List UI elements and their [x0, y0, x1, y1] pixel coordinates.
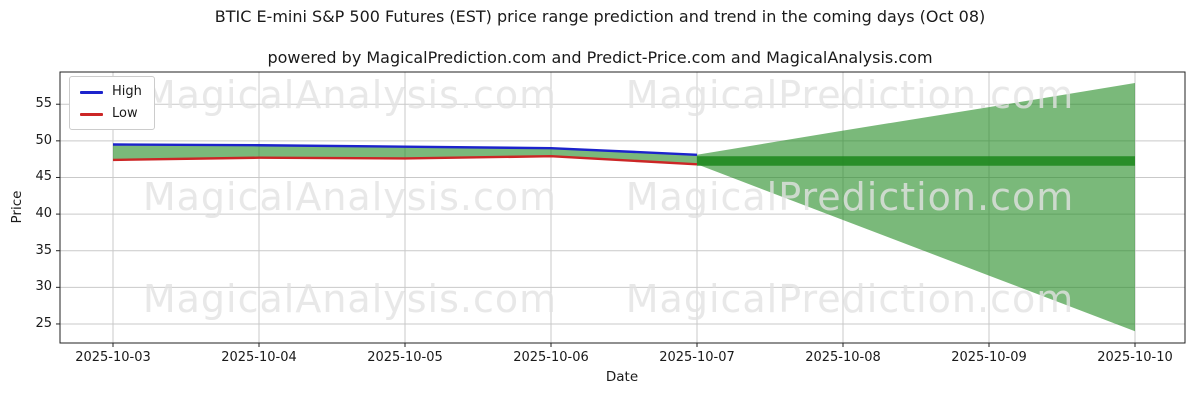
chart-title: BTIC E-mini S&P 500 Futures (EST) price … — [214, 7, 986, 26]
watermark-text: MagicalAnalysis.com — [142, 277, 558, 321]
high-line — [112, 143, 698, 156]
watermark-text: MagicalPrediction.com — [625, 277, 1075, 321]
y-axis-label: Price — [9, 190, 25, 224]
y-tick-label: 25 — [35, 315, 52, 331]
y-tick-label: 35 — [35, 242, 52, 258]
forecast-fan — [697, 82, 1135, 332]
legend: High Low — [69, 76, 155, 130]
low-line — [112, 155, 698, 166]
x-tick-label: 2025-10-08 — [805, 350, 881, 365]
x-tick-label: 2025-10-05 — [367, 350, 443, 365]
legend-label-low: Low — [112, 106, 138, 121]
watermark-text: MagicalPrediction.com — [625, 175, 1075, 219]
legend-item-high: High — [80, 85, 142, 99]
y-tick-label: 40 — [35, 206, 52, 222]
watermark-text: MagicalAnalysis.com — [142, 73, 558, 117]
y-tick-label: 30 — [35, 279, 52, 295]
x-tick-label: 2025-10-04 — [221, 350, 297, 365]
x-axis-label: Date — [605, 369, 639, 385]
watermark-text: MagicalAnalysis.com — [142, 175, 558, 219]
low-line-swatch — [80, 112, 103, 116]
watermark-text: MagicalPrediction.com — [625, 73, 1075, 117]
x-tick-label: 2025-10-03 — [75, 350, 151, 365]
chart-subtitle: powered by MagicalPrediction.com and Pre… — [267, 48, 933, 67]
high-line-swatch — [80, 90, 103, 94]
forecast-band — [697, 156, 1135, 166]
x-tick-label: 2025-10-07 — [659, 350, 735, 365]
plot-border — [59, 71, 1186, 344]
legend-label-high: High — [112, 84, 142, 99]
x-tick-label: 2025-10-06 — [513, 350, 589, 365]
y-tick-label: 50 — [35, 132, 52, 148]
y-tick-label: 45 — [35, 169, 52, 185]
y-tick-label: 55 — [35, 96, 52, 112]
legend-item-low: Low — [80, 107, 142, 121]
high-low-range-fill — [113, 144, 697, 165]
x-tick-label: 2025-10-10 — [1097, 350, 1173, 365]
x-tick-label: 2025-10-09 — [951, 350, 1027, 365]
